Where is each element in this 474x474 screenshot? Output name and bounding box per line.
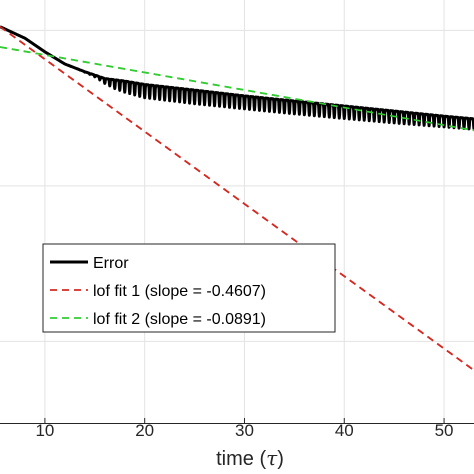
series-line-fit-1-overlay <box>0 26 474 371</box>
legend-item-error: Error <box>50 255 129 272</box>
legend-label-error: Error <box>93 255 129 272</box>
x-tick-label: 50 <box>435 421 454 440</box>
legend-box <box>42 243 336 333</box>
x-ticks: 10 20 30 40 50 <box>35 418 454 440</box>
legend-item-fit-2: lof fit 2 (slope = -0.0891) <box>50 311 266 328</box>
legend-item-fit-1: lof fit 1 (slope = -0.4607) <box>50 283 266 300</box>
x-axis-label: time (τ) <box>216 446 284 470</box>
x-tick-label: 40 <box>335 421 354 440</box>
grid <box>0 0 474 423</box>
legend: Error lof fit 1 (slope = -0.4607) lof fi… <box>42 243 336 333</box>
legend-label-fit-2: lof fit 2 (slope = -0.0891) <box>93 311 266 328</box>
x-tick-label: 20 <box>135 421 154 440</box>
plot-lines <box>0 25 474 371</box>
legend-label-fit-1: lof fit 1 (slope = -0.4607) <box>93 283 266 300</box>
x-tick-label: 10 <box>35 421 54 440</box>
x-axis-label-symbol: τ <box>266 446 278 470</box>
x-axis-label-text: time <box>216 448 254 470</box>
series-line-error <box>0 25 474 131</box>
x-tick-label: 30 <box>235 421 254 440</box>
series-line-fit-2-overlay <box>0 46 474 132</box>
